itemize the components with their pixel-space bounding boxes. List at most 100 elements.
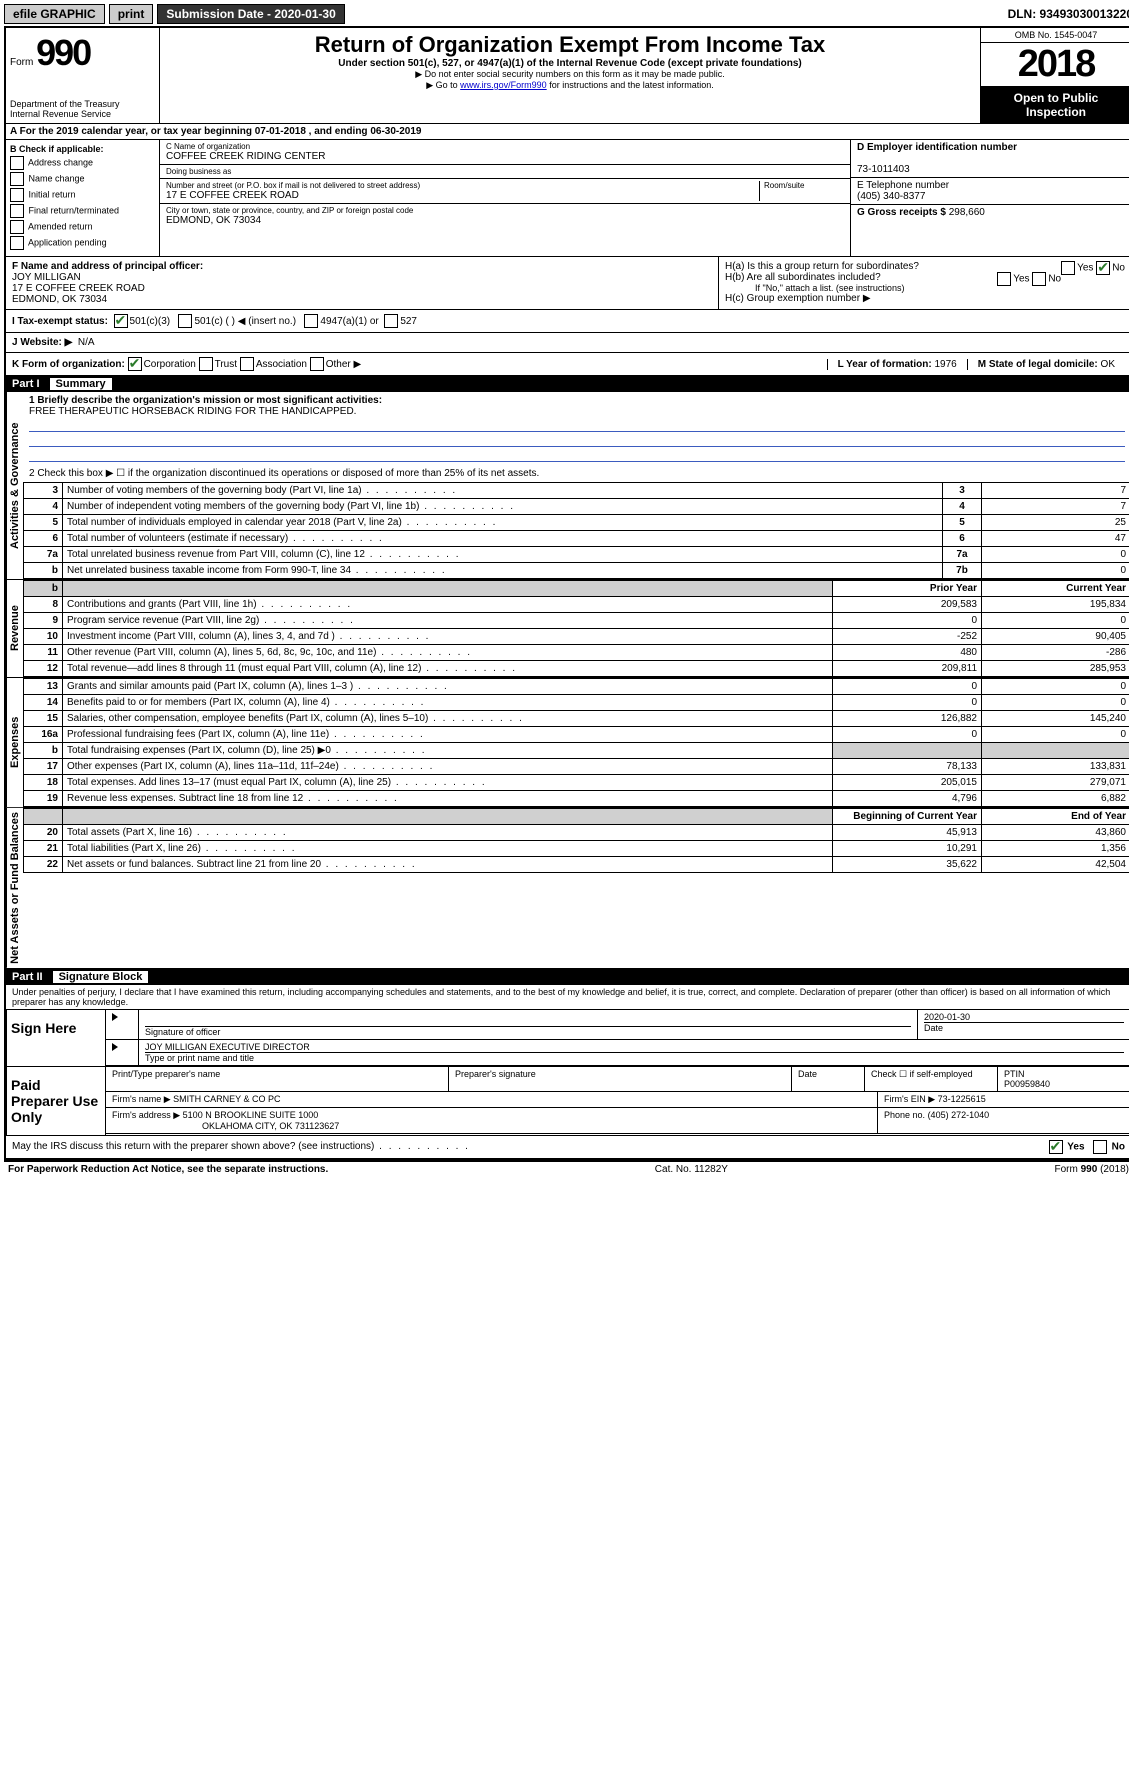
j-label: J Website: ▶	[12, 337, 72, 348]
dba-label: Doing business as	[166, 167, 844, 176]
discuss-row: May the IRS discuss this return with the…	[6, 1136, 1129, 1160]
check-assoc[interactable]	[240, 357, 254, 371]
check-amended[interactable]	[10, 220, 24, 234]
form-header: Form 990 Department of the Treasury Inte…	[6, 28, 1129, 124]
open-public: Open to Public Inspection	[981, 87, 1129, 123]
side-governance: Activities & Governance	[6, 392, 23, 579]
phone-label: E Telephone number	[857, 180, 949, 191]
ein-label: D Employer identification number	[857, 142, 1017, 153]
firm-ein: 73-1225615	[938, 1094, 986, 1104]
officer-addr1: 17 E COFFEE CREEK ROAD	[12, 283, 145, 294]
room-label: Room/suite	[764, 181, 844, 190]
table-row: 11Other revenue (Part VIII, column (A), …	[24, 645, 1129, 661]
firm-name: SMITH CARNEY & CO PC	[173, 1094, 280, 1104]
table-row: 19Revenue less expenses. Subtract line 1…	[24, 791, 1129, 807]
footer-left: For Paperwork Reduction Act Notice, see …	[8, 1164, 328, 1175]
prep-date-label: Date	[792, 1067, 865, 1091]
row-fh: F Name and address of principal officer:…	[6, 257, 1129, 310]
paid-preparer-label: Paid Preparer Use Only	[7, 1067, 106, 1135]
sign-here-label: Sign Here	[7, 1010, 106, 1066]
firm-addr-label: Firm's address ▶	[112, 1110, 180, 1120]
k-label: K Form of organization:	[12, 359, 125, 370]
discuss-yes[interactable]	[1049, 1140, 1063, 1154]
prep-name-label: Print/Type preparer's name	[106, 1067, 449, 1091]
print-btn[interactable]: print	[109, 4, 154, 24]
firm-phone-label: Phone no.	[884, 1110, 925, 1120]
ein-value: 73-1011403	[857, 164, 910, 175]
check-other[interactable]	[310, 357, 324, 371]
section-bcd: B Check if applicable: Address change Na…	[6, 140, 1129, 257]
prep-sig-label: Preparer's signature	[449, 1067, 792, 1091]
addr-label: Number and street (or P.O. box if mail i…	[166, 181, 759, 190]
perjury-text: Under penalties of perjury, I declare th…	[6, 985, 1129, 1010]
sign-date: 2020-01-30	[924, 1012, 970, 1022]
firm-ein-label: Firm's EIN ▶	[884, 1094, 935, 1104]
paid-preparer-section: Paid Preparer Use Only Print/Type prepar…	[6, 1067, 1129, 1136]
check-trust[interactable]	[199, 357, 213, 371]
irs-link[interactable]: www.irs.gov/Form990	[460, 80, 547, 90]
triangle-icon	[112, 1013, 118, 1021]
row-a: A For the 2019 calendar year, or tax yea…	[6, 124, 1129, 140]
table-row: bNet unrelated business taxable income f…	[24, 563, 1129, 579]
side-expenses: Expenses	[6, 678, 23, 807]
ptin-value: P00959840	[1004, 1079, 1050, 1089]
officer-sub-label: Type or print name and title	[145, 1053, 254, 1063]
hb-no[interactable]	[1032, 272, 1046, 286]
ha-yes[interactable]	[1061, 261, 1075, 275]
hb-label: H(b) Are all subordinates included?	[725, 272, 881, 283]
check-initial[interactable]	[10, 188, 24, 202]
domicile-state: OK	[1101, 359, 1115, 370]
header-center: Return of Organization Exempt From Incom…	[160, 28, 980, 123]
check-501c3[interactable]	[114, 314, 128, 328]
gross-label: G Gross receipts $	[857, 207, 946, 218]
table-row: 14Benefits paid to or for members (Part …	[24, 695, 1129, 711]
check-4947[interactable]	[304, 314, 318, 328]
table-row: 4Number of independent voting members of…	[24, 499, 1129, 515]
netassets-table: Beginning of Current YearEnd of Year 20T…	[23, 808, 1129, 873]
side-revenue: Revenue	[6, 580, 23, 677]
year-box: OMB No. 1545-0047 2018 Open to Public In…	[980, 28, 1129, 123]
table-row: 9Program service revenue (Part VIII, lin…	[24, 613, 1129, 629]
check-final[interactable]	[10, 204, 24, 218]
check-address[interactable]	[10, 156, 24, 170]
form-id-box: Form 990 Department of the Treasury Inte…	[6, 28, 160, 123]
table-row: 18Total expenses. Add lines 13–17 (must …	[24, 775, 1129, 791]
city-value: EDMOND, OK 73034	[166, 215, 844, 226]
efile-btn[interactable]: efile GRAPHIC	[4, 4, 105, 24]
table-row: 13Grants and similar amounts paid (Part …	[24, 679, 1129, 695]
form-subtitle: Under section 501(c), 527, or 4947(a)(1)…	[168, 58, 972, 69]
table-row: 6Total number of volunteers (estimate if…	[24, 531, 1129, 547]
ha-label: H(a) Is this a group return for subordin…	[725, 261, 919, 272]
revenue-table: bPrior YearCurrent Year 8Contributions a…	[23, 580, 1129, 677]
dept-label: Department of the Treasury Internal Reve…	[10, 99, 155, 119]
table-row: 17Other expenses (Part IX, column (A), l…	[24, 759, 1129, 775]
col-current: Current Year	[982, 581, 1129, 597]
check-pending[interactable]	[10, 236, 24, 250]
b-label: B Check if applicable:	[10, 144, 104, 154]
table-row: 8Contributions and grants (Part VIII, li…	[24, 597, 1129, 613]
l-label: L Year of formation:	[838, 359, 932, 370]
table-row: 22Net assets or fund balances. Subtract …	[24, 857, 1129, 873]
hb-yes[interactable]	[997, 272, 1011, 286]
col-c: C Name of organization COFFEE CREEK RIDI…	[160, 140, 851, 256]
hc-label: H(c) Group exemption number ▶	[725, 293, 1125, 304]
row-klm: K Form of organization: Corporation Trus…	[6, 353, 1129, 376]
table-row: 10Investment income (Part VIII, column (…	[24, 629, 1129, 645]
check-501c[interactable]	[178, 314, 192, 328]
col-begin: Beginning of Current Year	[833, 809, 982, 825]
firm-addr1: 5100 N BROOKLINE SUITE 1000	[183, 1110, 319, 1120]
part-ii-header: Part II Signature Block	[6, 969, 1129, 985]
table-row: 7aTotal unrelated business revenue from …	[24, 547, 1129, 563]
sig-officer-label: Signature of officer	[145, 1027, 220, 1037]
side-netassets: Net Assets or Fund Balances	[6, 808, 23, 968]
city-label: City or town, state or province, country…	[166, 206, 844, 215]
phone-value: (405) 340-8377	[857, 191, 925, 202]
check-corp[interactable]	[128, 357, 142, 371]
ha-no[interactable]	[1096, 261, 1110, 275]
discuss-no[interactable]	[1093, 1140, 1107, 1154]
firm-name-label: Firm's name ▶	[112, 1094, 171, 1104]
check-name[interactable]	[10, 172, 24, 186]
gross-value: 298,660	[949, 207, 985, 218]
check-527[interactable]	[384, 314, 398, 328]
page-footer: For Paperwork Reduction Act Notice, see …	[4, 1162, 1129, 1177]
